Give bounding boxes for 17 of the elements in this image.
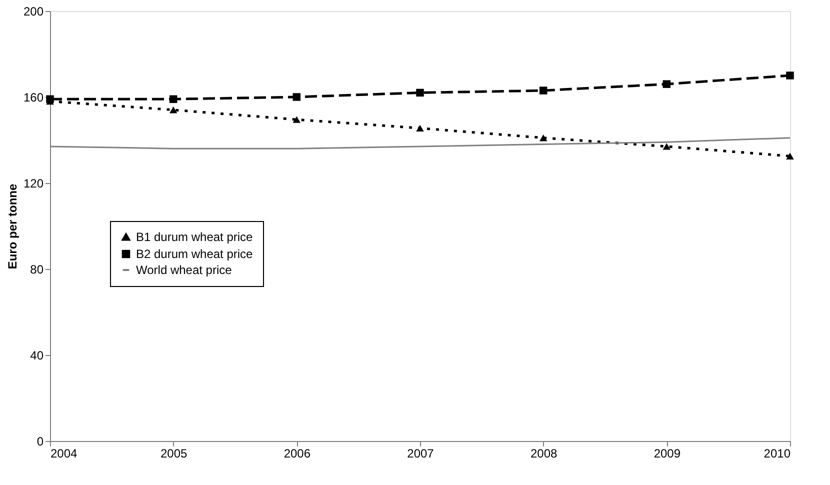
y-tick-label: 80 bbox=[30, 262, 44, 276]
y-tick-label: 0 bbox=[36, 434, 44, 448]
x-tick-label: 2005 bbox=[160, 446, 188, 460]
legend-label: B1 durum wheat price bbox=[136, 230, 254, 244]
x-tick-label: 2008 bbox=[530, 446, 558, 460]
y-axis-title: Euro per tonne bbox=[5, 184, 20, 270]
legend-label: World wheat price bbox=[136, 263, 232, 277]
y-tick-label: 120 bbox=[23, 176, 44, 190]
x-tick-label: 2006 bbox=[284, 446, 311, 460]
y-tick-label: 160 bbox=[23, 90, 44, 104]
x-tick-label: 2010 bbox=[764, 446, 791, 460]
x-tick-label: 2009 bbox=[654, 446, 681, 460]
legend-label: B2 durum wheat price bbox=[136, 247, 254, 261]
x-tick-label: 2007 bbox=[407, 446, 434, 460]
x-tick-label: 2004 bbox=[50, 446, 78, 460]
y-tick-label: 40 bbox=[30, 348, 44, 362]
y-tick-label: 200 bbox=[23, 4, 44, 18]
